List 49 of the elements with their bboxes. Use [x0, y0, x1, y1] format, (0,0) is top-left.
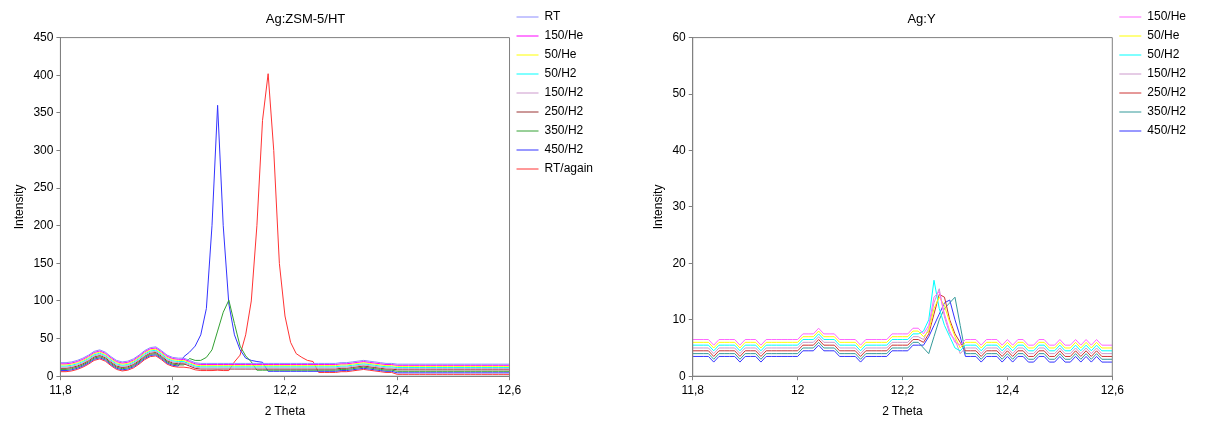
x-axis-title: 2 Theta: [264, 404, 306, 419]
y-tick-label: 60: [672, 29, 687, 44]
x-tick-label: 12,6: [1100, 382, 1125, 397]
legend-label: 150/He: [544, 28, 584, 43]
legend-label: 250/H2: [1147, 85, 1187, 100]
legend-label: 50/He: [544, 47, 577, 62]
y-tick-label: 350: [33, 105, 54, 120]
y-tick-label: 0: [46, 368, 54, 383]
y-axis-title: Intensity: [650, 184, 665, 230]
legend-label: 350/H2: [544, 123, 584, 138]
legend-label: 50/H2: [544, 66, 577, 81]
y-tick-label: 30: [672, 199, 687, 214]
legend-label: 50/He: [1147, 28, 1180, 43]
x-tick-label: 12,6: [497, 382, 522, 397]
chart-title: Ag:ZSM-5/HT: [265, 11, 346, 27]
y-axis-title: Intensity: [11, 184, 26, 230]
x-tick-label: 12,4: [995, 382, 1020, 397]
y-tick-label: 250: [33, 180, 54, 195]
x-tick-label: 11,8: [681, 382, 705, 397]
legend-label: RT/again: [544, 161, 594, 176]
y-tick-label: 0: [679, 368, 687, 383]
y-tick-label: 200: [33, 218, 54, 233]
y-tick-label: 40: [672, 142, 687, 157]
legend-label: 50/H2: [1147, 47, 1180, 62]
y-tick-label: 50: [672, 86, 687, 101]
x-axis-title: 2 Theta: [882, 404, 924, 419]
legend-label: 450/H2: [544, 142, 584, 157]
x-tick-label: 12,2: [890, 382, 915, 397]
legend-label: RT: [544, 9, 561, 24]
legend-label: 450/H2: [1147, 123, 1187, 138]
chart-title: Ag:Y: [907, 11, 936, 27]
x-tick-label: 11,8: [49, 382, 72, 397]
legend-label: 150/He: [1147, 9, 1187, 24]
y-tick-label: 300: [33, 142, 54, 157]
legend-label: 150/H2: [544, 85, 584, 100]
y-tick-label: 10: [672, 312, 687, 327]
legend-label: 150/H2: [1147, 66, 1187, 81]
x-tick-label: 12,2: [273, 382, 297, 397]
y-tick-label: 400: [33, 67, 54, 82]
x-tick-label: 12: [166, 382, 180, 397]
y-tick-label: 150: [33, 255, 54, 270]
legend-label: 250/H2: [544, 104, 584, 119]
y-tick-label: 20: [672, 255, 687, 270]
x-tick-label: 12,4: [385, 382, 410, 397]
y-tick-label: 100: [33, 293, 54, 308]
y-tick-label: 50: [40, 330, 54, 345]
legend-label: 350/H2: [1147, 104, 1187, 119]
y-tick-label: 450: [33, 29, 54, 44]
x-tick-label: 12: [790, 382, 805, 397]
